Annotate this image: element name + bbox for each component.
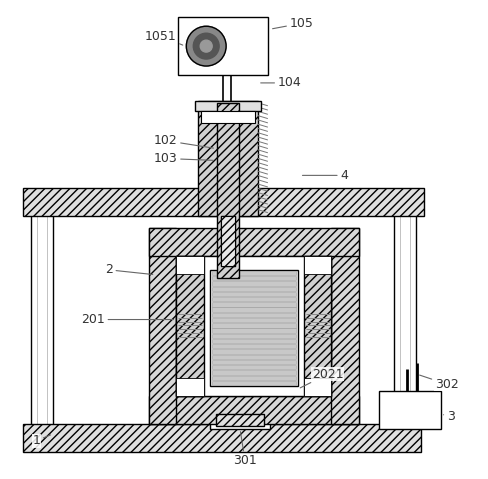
Bar xyxy=(23,188,424,216)
Bar xyxy=(212,350,296,354)
Bar xyxy=(212,308,296,312)
Bar xyxy=(212,354,296,359)
Text: 302: 302 xyxy=(420,375,459,391)
Bar xyxy=(176,256,331,396)
Bar xyxy=(212,271,296,275)
Bar xyxy=(212,286,296,291)
Bar xyxy=(212,339,296,343)
Bar xyxy=(331,228,359,424)
Bar xyxy=(176,378,204,396)
Bar xyxy=(394,200,416,427)
Bar xyxy=(212,370,296,375)
Bar xyxy=(304,256,331,396)
Bar xyxy=(212,334,296,338)
Text: 201: 201 xyxy=(81,313,174,326)
Circle shape xyxy=(193,33,219,59)
Bar xyxy=(212,323,296,328)
Bar xyxy=(210,270,298,386)
Bar xyxy=(198,101,258,216)
Bar xyxy=(221,216,235,266)
Bar xyxy=(221,216,235,266)
Bar xyxy=(212,292,296,296)
Bar xyxy=(212,318,296,322)
Text: 103: 103 xyxy=(154,152,213,165)
Bar xyxy=(148,396,359,424)
Bar xyxy=(148,228,359,256)
Bar xyxy=(212,365,296,369)
Bar xyxy=(212,360,296,364)
Text: 105: 105 xyxy=(273,17,314,30)
Text: 4: 4 xyxy=(303,169,348,182)
Text: 3: 3 xyxy=(444,411,455,423)
Bar xyxy=(148,228,176,424)
Bar xyxy=(201,111,255,123)
Text: 301: 301 xyxy=(233,432,257,467)
Bar xyxy=(212,313,296,317)
Bar xyxy=(304,378,331,396)
Bar xyxy=(216,414,264,426)
Bar xyxy=(179,17,268,75)
Bar xyxy=(212,381,296,385)
Bar xyxy=(212,344,296,349)
Bar xyxy=(195,101,261,111)
Bar xyxy=(212,329,296,333)
Circle shape xyxy=(186,26,226,66)
Bar xyxy=(379,391,441,429)
Text: 104: 104 xyxy=(261,77,302,90)
Bar xyxy=(176,256,204,274)
Text: 102: 102 xyxy=(154,134,213,148)
Bar xyxy=(212,302,296,307)
Circle shape xyxy=(200,40,212,52)
Text: 1051: 1051 xyxy=(144,30,183,45)
Bar xyxy=(176,256,204,396)
Bar xyxy=(210,411,270,429)
Text: 1: 1 xyxy=(32,434,51,447)
Bar xyxy=(212,281,296,285)
Text: 2021: 2021 xyxy=(300,368,344,388)
Bar xyxy=(304,256,331,274)
Bar xyxy=(212,376,296,380)
Bar xyxy=(212,297,296,301)
Text: 2: 2 xyxy=(105,263,153,276)
Bar xyxy=(212,276,296,280)
Bar xyxy=(217,103,239,278)
Bar xyxy=(31,200,53,427)
Bar xyxy=(23,424,421,452)
